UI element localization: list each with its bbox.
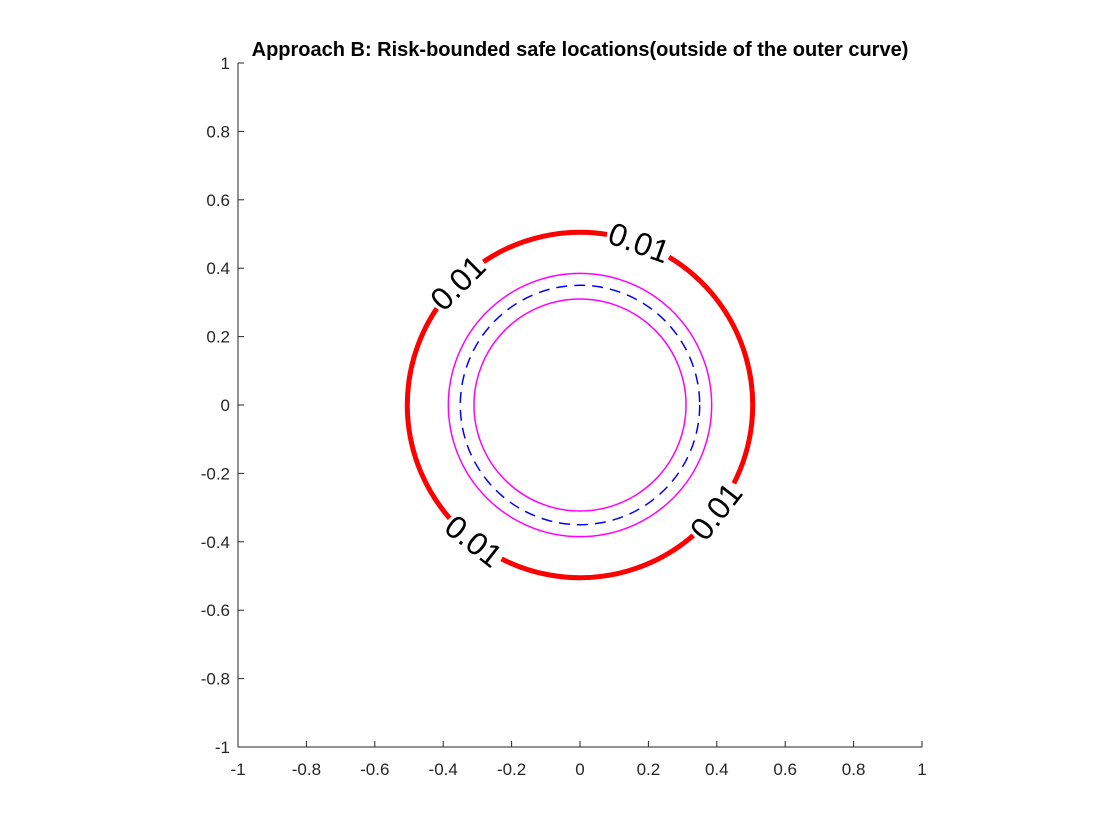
y-tick-label: 0.4 bbox=[206, 259, 230, 278]
x-tick-label: -0.2 bbox=[497, 760, 526, 779]
x-tick-label: -0.6 bbox=[360, 760, 389, 779]
y-tick-label: 0.2 bbox=[206, 328, 230, 347]
y-tick-label: 0 bbox=[221, 396, 230, 415]
x-tick-label: 0.4 bbox=[705, 760, 729, 779]
x-tick-label: -1 bbox=[230, 760, 245, 779]
y-tick-label: -0.6 bbox=[201, 601, 230, 620]
risk-contour-segment bbox=[404, 307, 452, 520]
x-tick-label: 0.2 bbox=[637, 760, 661, 779]
outer-boundary-curve bbox=[447, 272, 713, 538]
nominal-curve bbox=[459, 284, 701, 526]
x-tick-label: -0.4 bbox=[429, 760, 458, 779]
inner-boundary-curve bbox=[473, 298, 687, 512]
y-tick-label: -0.8 bbox=[201, 670, 230, 689]
x-ticks: -1 -0.8 -0.6 -0.4 -0.2 0 0.2 0.4 0.6 0.8 1 bbox=[230, 741, 927, 779]
x-tick-label: 1 bbox=[917, 760, 926, 779]
axes: -1 -0.8 -0.6 -0.4 -0.2 0 0.2 0.4 0.6 0.8 1 1 0.8 0.6… bbox=[201, 54, 927, 779]
contour-curves bbox=[404, 229, 756, 581]
y-tick-label: -0.4 bbox=[201, 533, 230, 552]
risk-contour-segment bbox=[667, 254, 756, 485]
y-tick-label: 0.6 bbox=[206, 191, 230, 210]
y-ticks: 1 0.8 0.6 0.4 0.2 0 -0.2 -0.4 -0.6 -0.8 -1 bbox=[201, 54, 244, 757]
risk-contour-segment bbox=[500, 533, 695, 581]
x-tick-label: 0.8 bbox=[842, 760, 866, 779]
y-tick-label: -0.2 bbox=[201, 464, 230, 483]
y-tick-label: -1 bbox=[215, 738, 230, 757]
y-tick-label: 1 bbox=[221, 54, 230, 73]
risk-contour-segment bbox=[482, 229, 608, 264]
x-tick-label: -0.8 bbox=[292, 760, 321, 779]
x-tick-label: 0 bbox=[575, 760, 584, 779]
y-tick-label: 0.8 bbox=[206, 122, 230, 141]
chart-title: Approach B: Risk-bounded safe locations(… bbox=[252, 39, 909, 61]
x-tick-label: 0.6 bbox=[773, 760, 797, 779]
